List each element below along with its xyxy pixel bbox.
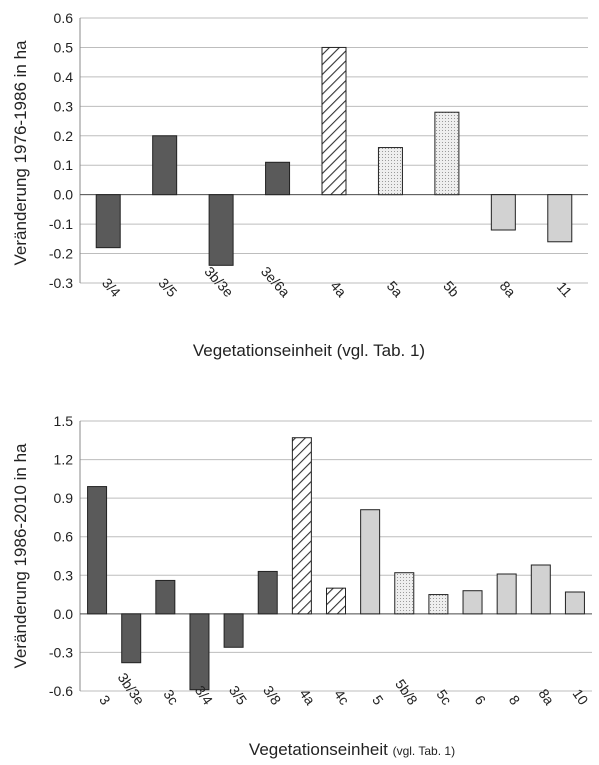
bar-10 [564,591,585,615]
x-tick-label: 5c [433,686,455,707]
chart-1986-2010: 1.51.20.90.60.30.0-0.3-0.6 3 3b/3e 3c 3/4 3/… [11,413,592,759]
x-tick-label: 10 [570,686,592,708]
bar-3b/3e [208,194,234,266]
y-tick-label: 0.2 [54,128,74,144]
y-tick-label: 1.2 [54,452,74,468]
x-tick-labels: 3/4 3/5 3b/3e 3e/6a 4a 5a 5b 8a 11 [99,263,576,300]
x-tick-label: 5b/8 [392,676,421,708]
x-tick-label: 5 [369,692,387,708]
bar-3/4 [189,613,210,691]
x-axis-label: Vegetationseinheit (vgl. Tab. 1) [249,740,455,759]
bar-8 [496,573,517,615]
x-tick-label: 3c [160,686,182,707]
y-tick-label: 0.6 [54,529,74,545]
bar-5a [377,147,403,196]
bar-5b/8 [394,572,415,615]
bar-3/4 [95,194,121,249]
x-tick-label: 3b/3e [201,263,236,300]
x-tick-label: 8a [497,278,519,300]
bar-8a [530,564,551,615]
y-tick-label: 0.5 [54,39,74,55]
y-tick-label: -0.3 [49,644,73,660]
bar-3c [155,579,176,615]
x-tick-label: 3b/3e [115,670,148,708]
x-tick-label: 3/5 [155,275,180,300]
x-tick-label: 3 [96,692,114,708]
y-tick-label: 0.6 [54,10,74,26]
bar-5b [434,111,460,196]
bars [87,437,585,691]
x-axis-label-main: Vegetationseinheit [249,740,393,759]
x-axis-label-note: (vgl. Tab. 1) [393,744,455,758]
x-tick-label: 4a [296,686,318,708]
bar-3 [87,486,108,615]
bar-5 [360,509,381,615]
y-gridlines [79,420,592,692]
x-tick-label: 5b [440,278,462,300]
bar-4a [321,46,347,196]
bar-3/5 [152,135,178,196]
bar-6 [462,590,483,615]
bar-11 [547,194,573,243]
x-tick-labels: 3 3b/3e 3c 3/4 3/5 3/8 4a 4c 5 5b/8 5c 6 8 8a 10 [96,670,592,708]
y-tick-label: 0.3 [54,98,74,114]
bar-5c [428,594,449,615]
y-tick-label: 0.3 [54,567,74,583]
x-tick-label: 3/4 [99,275,124,300]
x-tick-label: 8 [506,692,524,708]
bar-4c [326,587,346,615]
bar-3b/3e [121,613,142,664]
y-tick-label: 0.9 [54,490,74,506]
y-axis-label: Veränderung 1976-1986 in ha [11,40,30,266]
y-tick-labels: 0.6 0.5 0.4 0.3 0.2 0.1 0.0 -0.1 -0.2 -0.3 [49,10,73,291]
y-tick-label: -0.6 [49,683,73,699]
y-tick-label: -0.3 [49,275,73,291]
x-tick-label: 6 [472,692,490,708]
y-tick-label: -0.2 [49,246,73,262]
y-tick-label: 0.0 [54,187,74,203]
x-tick-label: 11 [554,278,576,300]
y-tick-label: -0.1 [49,216,73,232]
y-tick-label: 0.4 [54,69,74,85]
x-tick-label: 4a [327,278,349,300]
bar-3/5 [223,613,244,648]
y-tick-label: 0.0 [54,606,74,622]
bar-4a [291,437,312,615]
x-tick-label: 8a [535,686,557,708]
chart-1976-1986: 0.6 0.5 0.4 0.3 0.2 0.1 0.0 -0.1 -0.2 -0.3 3/4 3/5… [11,10,588,360]
bars [95,46,573,266]
x-tick-label: 3/8 [260,683,284,708]
bar-8a [490,194,516,231]
y-axis-label: Veränderung 1986-2010 in ha [11,443,30,669]
x-tick-label: 5a [384,278,406,300]
x-tick-label: 3e/6a [258,263,293,300]
x-axis-label: Vegetationseinheit (vgl. Tab. 1) [193,341,425,360]
y-tick-label: 1.5 [54,413,74,429]
bar-3/8 [257,570,278,615]
y-tick-label: 0.1 [54,157,74,173]
bar-3e/6a [265,161,291,196]
x-tick-label: 3/5 [226,683,250,708]
y-tick-labels: 1.5 1.2 0.9 0.6 0.3 0.0 -0.3 -0.6 [49,413,73,699]
x-tick-label: 4c [331,686,353,707]
